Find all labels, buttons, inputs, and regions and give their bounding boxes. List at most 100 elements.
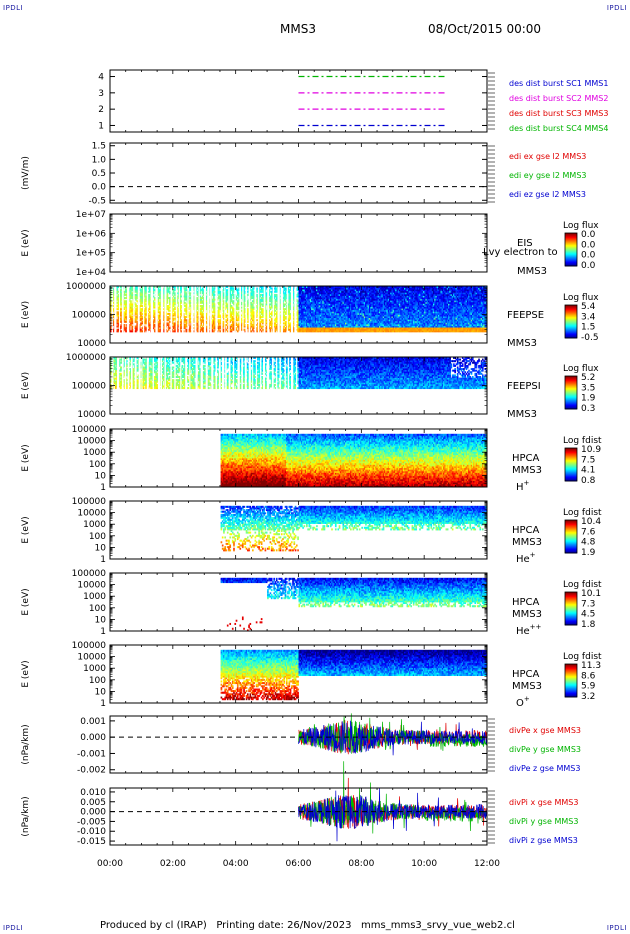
species-label: H+ [516,479,530,493]
series-label: divPi z gse MMS3 [509,836,578,845]
instrument-label: HPCA [512,525,540,536]
yaxis-label: E (eV) [21,660,31,687]
ytick-label: 1000000 [66,353,106,363]
hpca_h-spectrogram [220,433,488,488]
ytick-label: 1000 [83,592,106,602]
ytick-label: 10 [95,543,107,553]
ytick-label: 0.000 [80,733,106,743]
ytick-label: 1e+05 [76,249,106,259]
series-label: edi ey gse l2 MMS3 [509,171,587,180]
ytick-label: 0.005 [80,798,106,808]
colorbar-tick: 3.2 [581,692,595,702]
hpca_he-spectrogram [220,505,488,552]
xtick-label: 06:00 [286,859,312,869]
species-charge: + [530,551,536,559]
hpca_h-colorbar [564,447,578,482]
colorbar-tick: 7.5 [581,455,595,465]
series-label: edi ex gse l2 MMS3 [509,152,586,161]
ytick-label: 100 [89,604,106,614]
xtick-label: 08:00 [348,859,374,869]
overlay-text: Lvy electron to [483,247,558,258]
series-label: divPe x gse MMS3 [509,726,581,735]
divpi-traces [298,761,487,842]
ytick-label: 1 [100,627,106,637]
ytick-label: 10 [95,687,107,697]
yaxis-label: (nPa/km) [21,796,31,836]
ytick-label: 1 [98,121,104,131]
hpca_he-colorbar [564,519,578,554]
spacecraft-label: MMS3 [507,338,537,349]
spacecraft-title: MMS3 [280,22,316,36]
ytick-label: 2 [98,105,104,115]
series-label: des dist burst SC3 MMS3 [509,109,608,118]
ytick-label: 1e+07 [76,210,106,220]
ytick-label: 10000 [77,410,106,420]
colorbar-tick: 1.9 [581,394,596,404]
colorbar-tick: 7.6 [581,527,596,537]
colorbar-tick: 11.3 [581,661,601,671]
hpca_hepp-spectrogram [220,577,488,632]
ytick-label: 0.001 [80,717,106,727]
colorbar-tick: 1.5 [581,323,595,333]
corner-logo-bottom-left: IPDLI [3,924,23,932]
ytick-label: 4 [98,73,104,83]
xtick-label: 04:00 [223,859,249,869]
spacecraft-label: MMS3 [512,609,542,620]
series-label: divPe y gse MMS3 [509,745,581,754]
ytick-label: -0.002 [77,766,106,776]
instrument-label: HPCA [512,597,540,608]
corner-logo-top-left: IPDLI [3,4,23,12]
ytick-label: 10000 [77,509,106,519]
colorbar-tick: 10.4 [581,517,601,527]
yaxis-label: (nPa/km) [21,724,31,764]
ytick-label: 100000 [72,497,107,507]
species-charge: ++ [530,623,542,631]
feepsi-spectrogram [110,357,488,414]
colorbar-tick: 0.8 [581,476,596,486]
yaxis-label: E (eV) [21,301,31,328]
ytick-label: 10 [95,615,107,625]
colorbar-tick: 4.8 [581,538,596,548]
spacecraft-label: MMS3 [512,537,542,548]
ytick-label: 1e+04 [76,268,107,278]
colorbar-title: Log flux [563,364,599,374]
ytick-label: 1000 [83,664,106,674]
series-label: divPi y gse MMS3 [509,817,578,826]
series-label: des dist burst SC4 MMS4 [509,124,608,133]
instrument-label: FEEPSE [507,310,544,321]
divpe-traces [298,713,487,756]
instrument-label: FEEPSI [507,381,541,392]
ytick-label: -0.001 [77,749,106,759]
ytick-label: -0.5 [88,196,106,206]
ytick-label: 1e+06 [76,229,107,239]
ytick-label: 100000 [72,569,107,579]
xtick-label: 02:00 [160,859,186,869]
yaxis-label: E (eV) [21,229,31,256]
xtick-label: 10:00 [411,859,437,869]
ytick-label: 0.000 [80,808,106,818]
ytick-label: 0.010 [80,788,106,798]
ytick-label: 1 [100,483,106,493]
colorbar-tick: 7.3 [581,599,595,609]
ytick-label: 10000 [77,339,106,349]
instrument-label: HPCA [512,453,540,464]
colorbar-title: Log flux [563,293,599,303]
ytick-label: 100 [89,460,106,470]
colorbar-tick: 3.4 [581,312,596,322]
colorbar-title: Log flux [563,221,599,231]
feepsi-colorbar [564,375,578,410]
colorbar-tick: 3.5 [581,383,595,393]
colorbar-title: Log fdist [563,652,602,662]
colorbar-tick: 10.1 [581,589,601,599]
colorbar-title: Log fdist [563,436,602,446]
ytick-label: 0.0 [92,183,107,193]
ytick-label: 1.5 [92,142,106,152]
spacecraft-label: MMS3 [512,465,542,476]
yaxis-label: E (eV) [21,372,31,399]
ytick-label: 1000 [83,520,106,530]
xtick-label: 12:00 [474,859,500,869]
yaxis-label: E (eV) [21,588,31,615]
footer-credit: Produced by cl (IRAP) Printing date: 26/… [100,920,515,931]
ytick-label: 1 [100,699,106,709]
